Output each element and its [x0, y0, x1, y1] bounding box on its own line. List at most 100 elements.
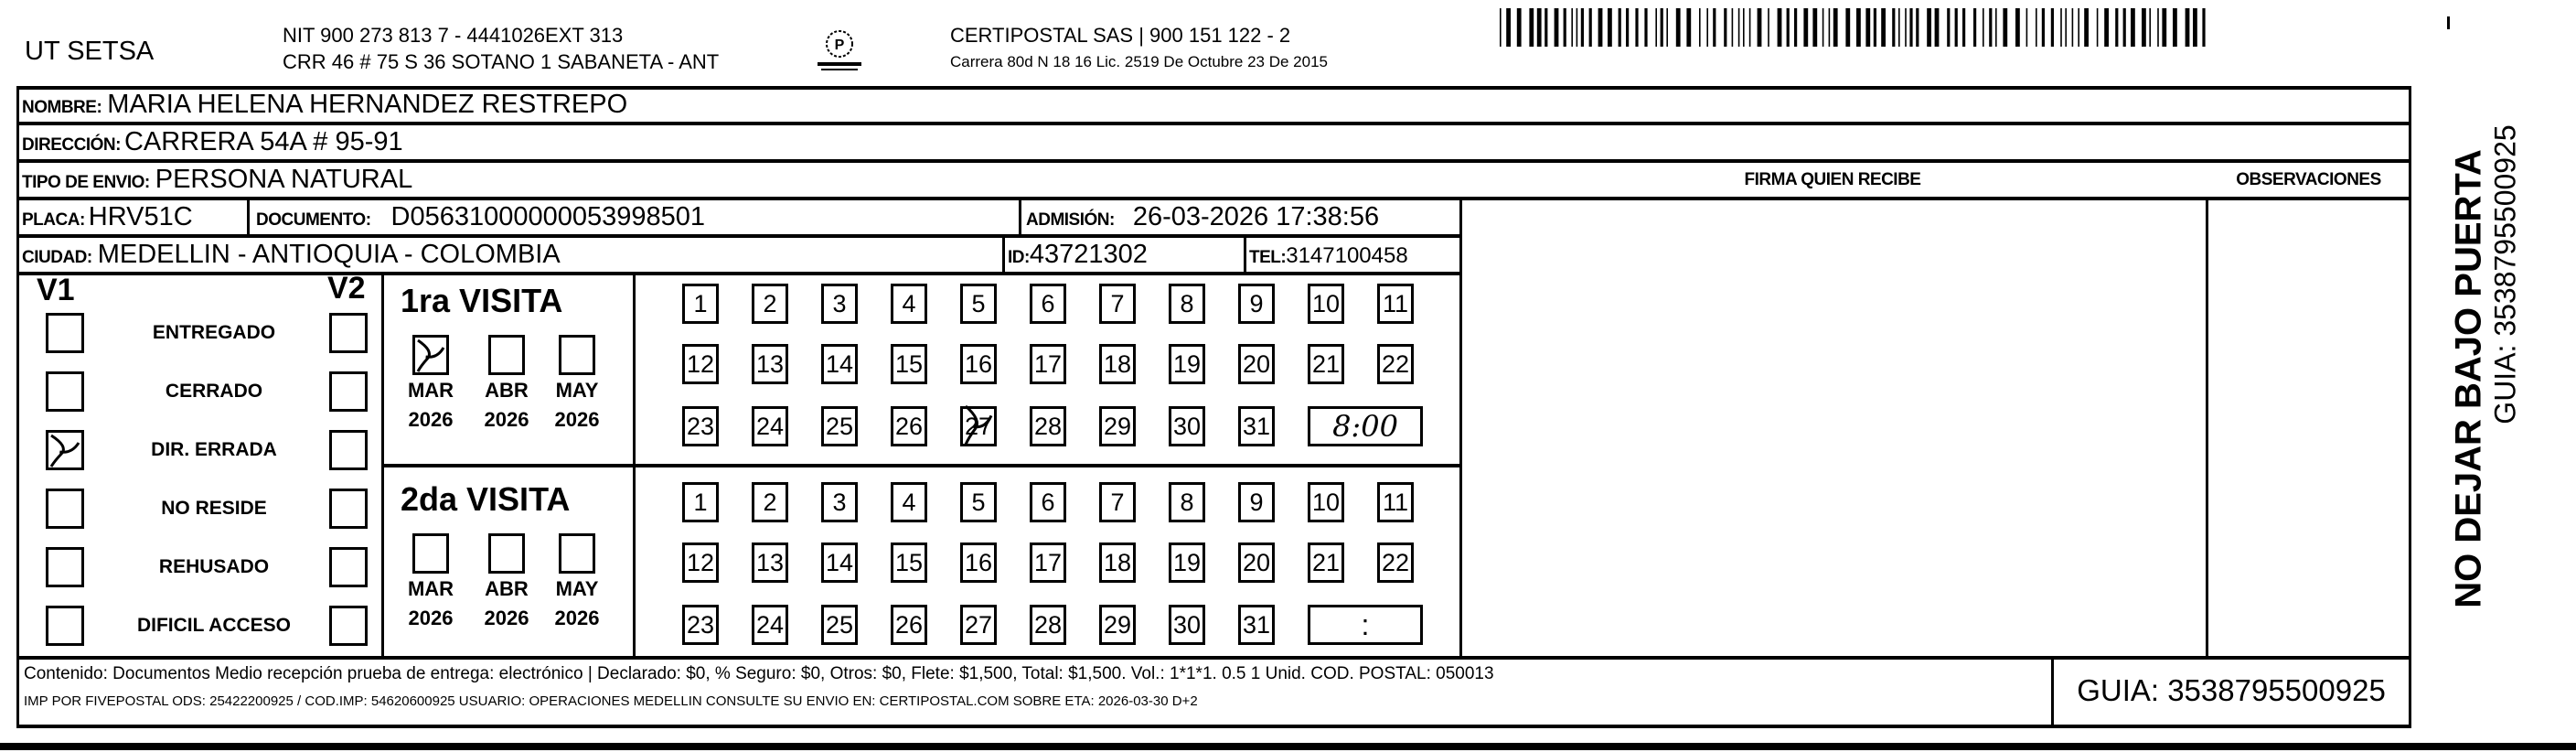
barcode-bar [1563, 8, 1566, 47]
v2-checkbox[interactable] [329, 547, 368, 587]
day-box[interactable]: 2 [752, 284, 788, 324]
time-box[interactable]: : [1308, 605, 1423, 645]
day-box[interactable]: 30 [1169, 406, 1205, 446]
day-box[interactable]: 19 [1169, 543, 1205, 583]
day-box[interactable]: 12 [682, 543, 719, 583]
day-box[interactable]: 4 [891, 284, 927, 324]
day-box[interactable]: 21 [1308, 344, 1344, 384]
barcode-bar [2193, 8, 2197, 47]
day-box[interactable]: 2 [752, 482, 788, 522]
day-box[interactable]: 6 [1030, 284, 1066, 324]
barcode-bar [1833, 8, 1838, 47]
barcode-bar [2078, 8, 2079, 47]
side-warning: NO DEJAR BAJO PUERTA [2448, 149, 2489, 608]
barcode-bar [1828, 8, 1831, 47]
barcode-bar [1644, 8, 1648, 47]
day-box[interactable]: 31 [1238, 605, 1275, 645]
v1-checkbox[interactable] [46, 547, 84, 587]
day-box[interactable]: 18 [1099, 344, 1136, 384]
day-box[interactable]: 8 [1169, 482, 1205, 522]
day-box[interactable]: 25 [821, 406, 858, 446]
day-box[interactable]: 30 [1169, 605, 1205, 645]
day-box[interactable]: 22 [1377, 543, 1414, 583]
day-box[interactable]: 9 [1238, 284, 1275, 324]
day-box[interactable]: 26 [891, 605, 927, 645]
day-box[interactable]: 31 [1238, 406, 1275, 446]
day-box[interactable]: 15 [891, 543, 927, 583]
day-box[interactable]: 29 [1099, 605, 1136, 645]
v2-checkbox[interactable] [329, 371, 368, 412]
day-box[interactable]: 21 [1308, 543, 1344, 583]
day-box[interactable]: 20 [1238, 344, 1275, 384]
day-box[interactable]: 14 [821, 344, 858, 384]
day-box[interactable]: 12 [682, 344, 719, 384]
barcode-bar [2162, 8, 2167, 47]
barcode-bar [2131, 8, 2135, 47]
v1-checkbox[interactable] [46, 489, 84, 529]
day-box[interactable]: 7 [1099, 482, 1136, 522]
v2-checkbox[interactable] [329, 606, 368, 646]
day-box[interactable]: 1 [682, 482, 719, 522]
day-box[interactable]: 3 [821, 284, 858, 324]
day-box[interactable]: 11 [1377, 482, 1414, 522]
day-box[interactable]: 15 [891, 344, 927, 384]
day-box[interactable]: 20 [1238, 543, 1275, 583]
day-box[interactable]: 3 [821, 482, 858, 522]
barcode-bar [2050, 8, 2054, 47]
v2-checkbox[interactable] [329, 313, 368, 353]
v1-checkbox[interactable] [46, 371, 84, 412]
day-box[interactable]: 13 [752, 344, 788, 384]
day-box[interactable]: 11 [1377, 284, 1414, 324]
barcode-bar [2003, 8, 2008, 47]
day-box[interactable]: 4 [891, 482, 927, 522]
month-checkbox[interactable] [488, 335, 525, 375]
v2-checkbox[interactable] [329, 489, 368, 529]
day-box[interactable]: 17 [1030, 344, 1066, 384]
day-box[interactable]: 25 [821, 605, 858, 645]
day-box[interactable]: 8 [1169, 284, 1205, 324]
placa-row: PLACA: HRV51C [22, 202, 193, 232]
day-box[interactable]: 13 [752, 543, 788, 583]
day-box[interactable]: 5 [960, 482, 997, 522]
barcode-bar [2015, 8, 2020, 47]
v1-checkbox[interactable] [46, 313, 84, 353]
month-checkbox[interactable] [412, 335, 449, 375]
day-box[interactable]: 10 [1308, 482, 1344, 522]
day-box[interactable]: 23 [682, 605, 719, 645]
day-box[interactable]: 14 [821, 543, 858, 583]
day-box[interactable]: 26 [891, 406, 927, 446]
barcode-bar [1812, 8, 1818, 47]
day-box[interactable]: 7 [1099, 284, 1136, 324]
barcode-bar [1845, 8, 1851, 47]
documento-label: DOCUMENTO: [256, 210, 371, 230]
day-box[interactable]: 6 [1030, 482, 1066, 522]
day-box[interactable]: 17 [1030, 543, 1066, 583]
day-box[interactable]: 29 [1099, 406, 1136, 446]
day-box[interactable]: 19 [1169, 344, 1205, 384]
time-box[interactable]: 8:00 [1308, 406, 1423, 446]
day-box[interactable]: 18 [1099, 543, 1136, 583]
day-box[interactable]: 28 [1030, 605, 1066, 645]
day-box[interactable]: 27 [960, 605, 997, 645]
day-box[interactable]: 28 [1030, 406, 1066, 446]
v1-checkbox[interactable] [46, 430, 84, 470]
tipo-label: TIPO DE ENVIO: [22, 173, 150, 192]
day-box[interactable]: 23 [682, 406, 719, 446]
month-checkbox[interactable] [412, 533, 449, 574]
month-checkbox[interactable] [559, 335, 595, 375]
day-box[interactable]: 1 [682, 284, 719, 324]
month-checkbox[interactable] [488, 533, 525, 574]
barcode-bar [1803, 8, 1809, 47]
month-checkbox[interactable] [559, 533, 595, 574]
barcode-bar [1660, 8, 1663, 47]
day-box[interactable]: 24 [752, 406, 788, 446]
day-box[interactable]: 22 [1377, 344, 1414, 384]
v2-checkbox[interactable] [329, 430, 368, 470]
v1-checkbox[interactable] [46, 606, 84, 646]
day-box[interactable]: 9 [1238, 482, 1275, 522]
day-box[interactable]: 5 [960, 284, 997, 324]
day-box[interactable]: 16 [960, 543, 997, 583]
day-box[interactable]: 16 [960, 344, 997, 384]
day-box[interactable]: 10 [1308, 284, 1344, 324]
day-box[interactable]: 24 [752, 605, 788, 645]
